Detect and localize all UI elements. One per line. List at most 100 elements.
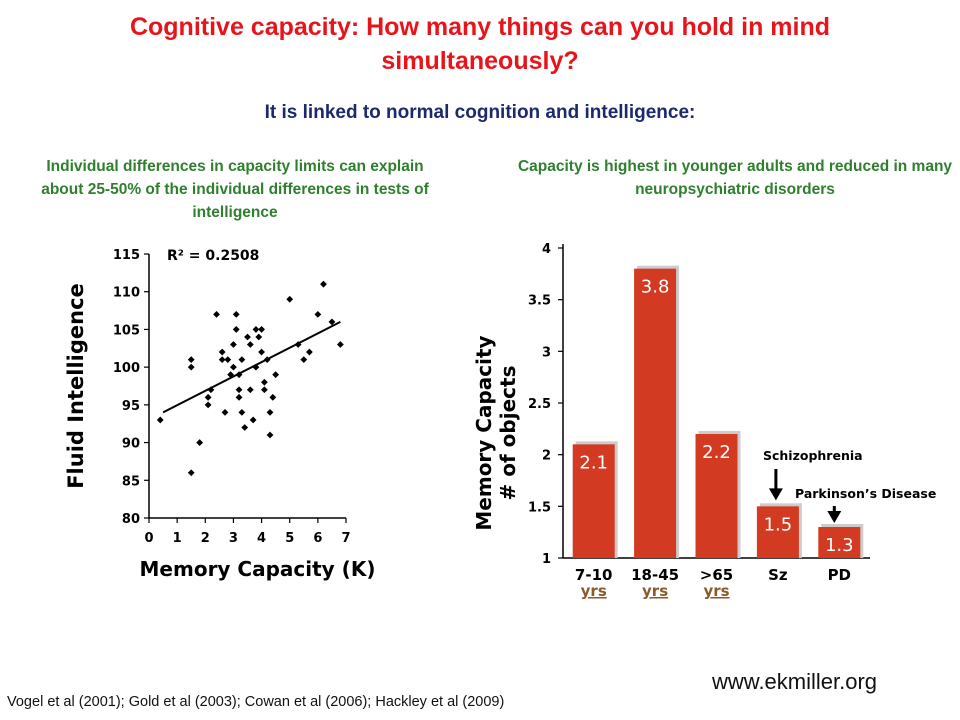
data-point <box>266 409 274 416</box>
y-tick-label: 80 <box>122 512 140 527</box>
data-point <box>156 416 164 424</box>
data-point <box>320 280 327 288</box>
data-point <box>235 386 243 394</box>
data-point <box>218 356 226 363</box>
y-tick-label: 95 <box>122 399 140 414</box>
data-point <box>260 378 268 386</box>
data-point <box>260 386 268 394</box>
x-tick-label: 6 <box>313 531 322 546</box>
x-tick-label: 18-45 <box>631 566 679 584</box>
x-axis-title: Memory Capacity (K) <box>140 557 375 581</box>
y-tick-label: 90 <box>122 437 140 452</box>
data-point <box>255 333 263 341</box>
annotation-arrow-head <box>768 488 783 501</box>
y-tick-label: 100 <box>113 361 140 376</box>
bar-caption: Capacity is highest in younger adults an… <box>517 158 953 198</box>
data-point <box>238 356 246 363</box>
slide-title: Cognitive capacity: How many things can … <box>129 13 831 75</box>
x-tick-label: 2 <box>201 531 210 546</box>
scatter-chart: 80 85 90 95 100 105 110 115 0 1 2 3 4 5 6 7 R² = 0.2508 M… <box>64 248 375 581</box>
slide-subtitle: It is linked to normal cognition and int… <box>264 102 696 123</box>
annotation-arrow-head <box>827 511 842 523</box>
bar <box>572 444 615 558</box>
data-point <box>187 356 195 363</box>
bar <box>634 268 677 558</box>
y-tick-label: 3 <box>542 345 551 360</box>
y-axis-title-line1: Memory Capacity <box>472 335 496 530</box>
data-point <box>230 363 237 371</box>
data-point <box>328 318 336 326</box>
data-point <box>336 341 344 348</box>
data-point <box>204 401 212 409</box>
y-tick-label: 115 <box>113 248 140 263</box>
data-point <box>246 386 254 394</box>
x-tick-label: 4 <box>257 531 266 546</box>
x-tick-label: PD <box>828 566 851 584</box>
x-tick-label: >65 <box>700 566 733 584</box>
references: Vogel et al (2001); Gold et al (2003); C… <box>7 694 505 710</box>
data-point <box>300 356 308 363</box>
data-point <box>244 333 251 341</box>
data-point <box>266 431 274 439</box>
bar-value-label: 3.8 <box>641 277 670 298</box>
y-tick-label: 110 <box>113 286 140 301</box>
data-point <box>241 424 249 431</box>
data-point <box>269 393 277 401</box>
data-point <box>232 310 240 318</box>
y-tick-label: 1 <box>542 552 551 567</box>
bar-value-label: 1.5 <box>764 514 793 535</box>
x-tick-label: 7-10 <box>575 566 613 584</box>
data-point <box>204 393 212 401</box>
data-point <box>218 348 226 356</box>
y-axis-title-line2: # of objects <box>496 366 520 501</box>
x-tick-sublabel: yrs <box>581 582 607 600</box>
x-tick-label: 7 <box>341 531 350 546</box>
data-point <box>258 348 265 356</box>
annotation-schizophrenia: Schizophrenia <box>763 448 863 463</box>
bar <box>818 527 861 558</box>
data-point <box>258 326 265 333</box>
x-tick-label: 1 <box>173 531 182 546</box>
data-point <box>232 326 240 333</box>
r-squared-annotation: R² = 0.2508 <box>167 248 259 264</box>
bar-value-label: 2.2 <box>702 442 731 463</box>
y-axis-title: Fluid Intelligence <box>64 283 88 489</box>
data-point <box>314 310 322 318</box>
x-tick-label: Sz <box>768 566 788 584</box>
y-tick-label: 2.5 <box>528 397 551 412</box>
data-point <box>230 341 237 348</box>
data-point <box>286 295 294 303</box>
annotation-parkinsons: Parkinson’s Disease <box>795 486 936 501</box>
x-tick-label: 5 <box>285 531 294 546</box>
y-tick-label: 3.5 <box>528 294 551 309</box>
bar <box>756 506 799 558</box>
data-point <box>238 409 246 416</box>
scatter-caption: Individual differences in capacity limit… <box>41 158 429 221</box>
data-point <box>224 356 232 363</box>
data-point <box>187 469 195 477</box>
data-point <box>187 363 195 371</box>
bar <box>695 434 738 558</box>
y-tick-label: 105 <box>113 323 140 338</box>
y-tick-label: 2 <box>542 449 551 464</box>
data-point <box>272 371 280 379</box>
y-tick-label: 85 <box>122 474 140 489</box>
data-point <box>306 348 313 356</box>
website-url[interactable]: www.ekmiller.org <box>712 669 878 694</box>
bar-value-label: 2.1 <box>579 452 608 473</box>
y-tick-label: 4 <box>542 242 551 257</box>
data-point <box>249 416 257 424</box>
data-point <box>252 326 260 333</box>
data-point <box>213 310 220 318</box>
y-tick-label: 1.5 <box>528 500 551 515</box>
x-tick-label: 3 <box>229 531 238 546</box>
data-point <box>246 341 254 348</box>
data-point <box>196 439 204 446</box>
trend-line <box>162 320 341 414</box>
x-tick-sublabel: yrs <box>703 582 729 600</box>
bar-value-label: 1.3 <box>825 535 854 556</box>
data-points <box>156 280 344 477</box>
bar-chart: 11.522.533.542.17-10yrs3.818-45yrs2.2>65… <box>472 242 936 600</box>
x-tick-sublabel: yrs <box>642 582 668 600</box>
x-tick-label: 0 <box>144 531 153 546</box>
